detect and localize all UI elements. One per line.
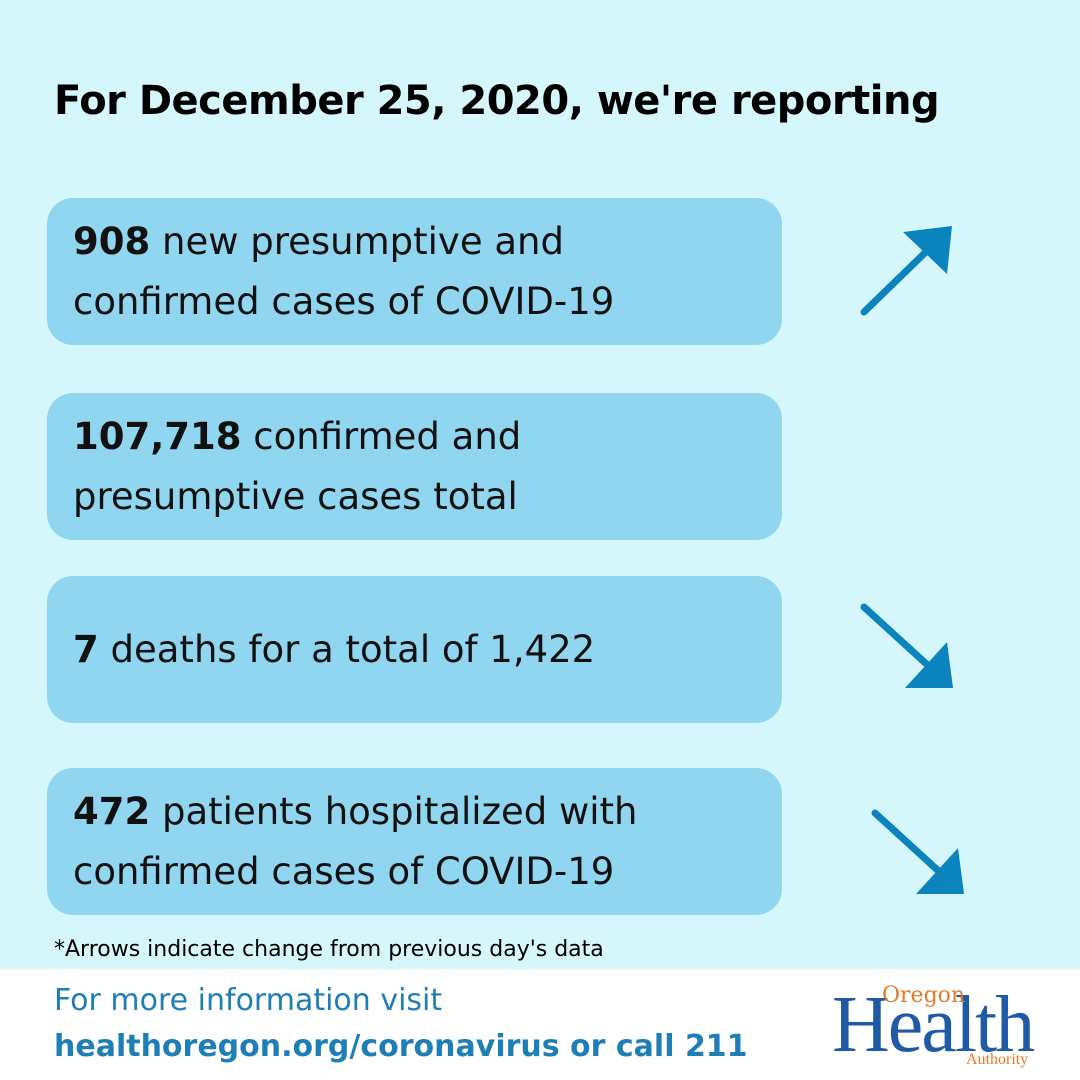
stat-label: confirmed cases of COVID-19 <box>73 849 615 893</box>
arrow-up-right-icon <box>860 226 952 316</box>
page-title: For December 25, 2020, we're reporting <box>54 78 940 124</box>
stat-label: confirmed and <box>241 414 522 458</box>
footnote: *Arrows indicate change from previous da… <box>54 937 604 962</box>
oregon-health-authority-logo: Health Oregon Authority <box>832 981 1052 1077</box>
stat-card-deaths: 7 deaths for a total of 1,422 <box>47 576 782 723</box>
footer-info-text: For more information visit <box>54 983 443 1018</box>
stat-label: new presumptive and <box>150 219 564 263</box>
stat-label: presumptive cases total <box>73 474 518 518</box>
footer-link-text[interactable]: healthoregon.org/coronavirus or call 211 <box>54 1029 748 1064</box>
stat-label: patients hospitalized with <box>150 789 638 833</box>
arrow-down-right-icon <box>871 809 964 894</box>
footer: For more information visit healthoregon.… <box>0 969 1080 1080</box>
stat-label: confirmed cases of COVID-19 <box>73 279 615 323</box>
stat-number: 107,718 <box>73 414 242 458</box>
stat-card-total-cases: 107,718 confirmed and presumptive cases … <box>47 393 782 540</box>
stat-label: deaths for a total of 1,422 <box>98 627 596 671</box>
stat-card-hospitalized: 472 patients hospitalized with confirmed… <box>47 768 782 915</box>
stat-number: 908 <box>73 219 151 263</box>
logo-oregon-text: Oregon <box>882 983 966 1008</box>
stat-number: 472 <box>73 789 151 833</box>
stat-card-new-cases: 908 new presumptive and confirmed cases … <box>47 198 782 345</box>
logo-health-text: Health <box>832 981 1035 1069</box>
arrow-down-right-icon <box>860 603 953 688</box>
logo-authority-text: Authority <box>966 1051 1029 1068</box>
stat-number: 7 <box>73 627 99 671</box>
